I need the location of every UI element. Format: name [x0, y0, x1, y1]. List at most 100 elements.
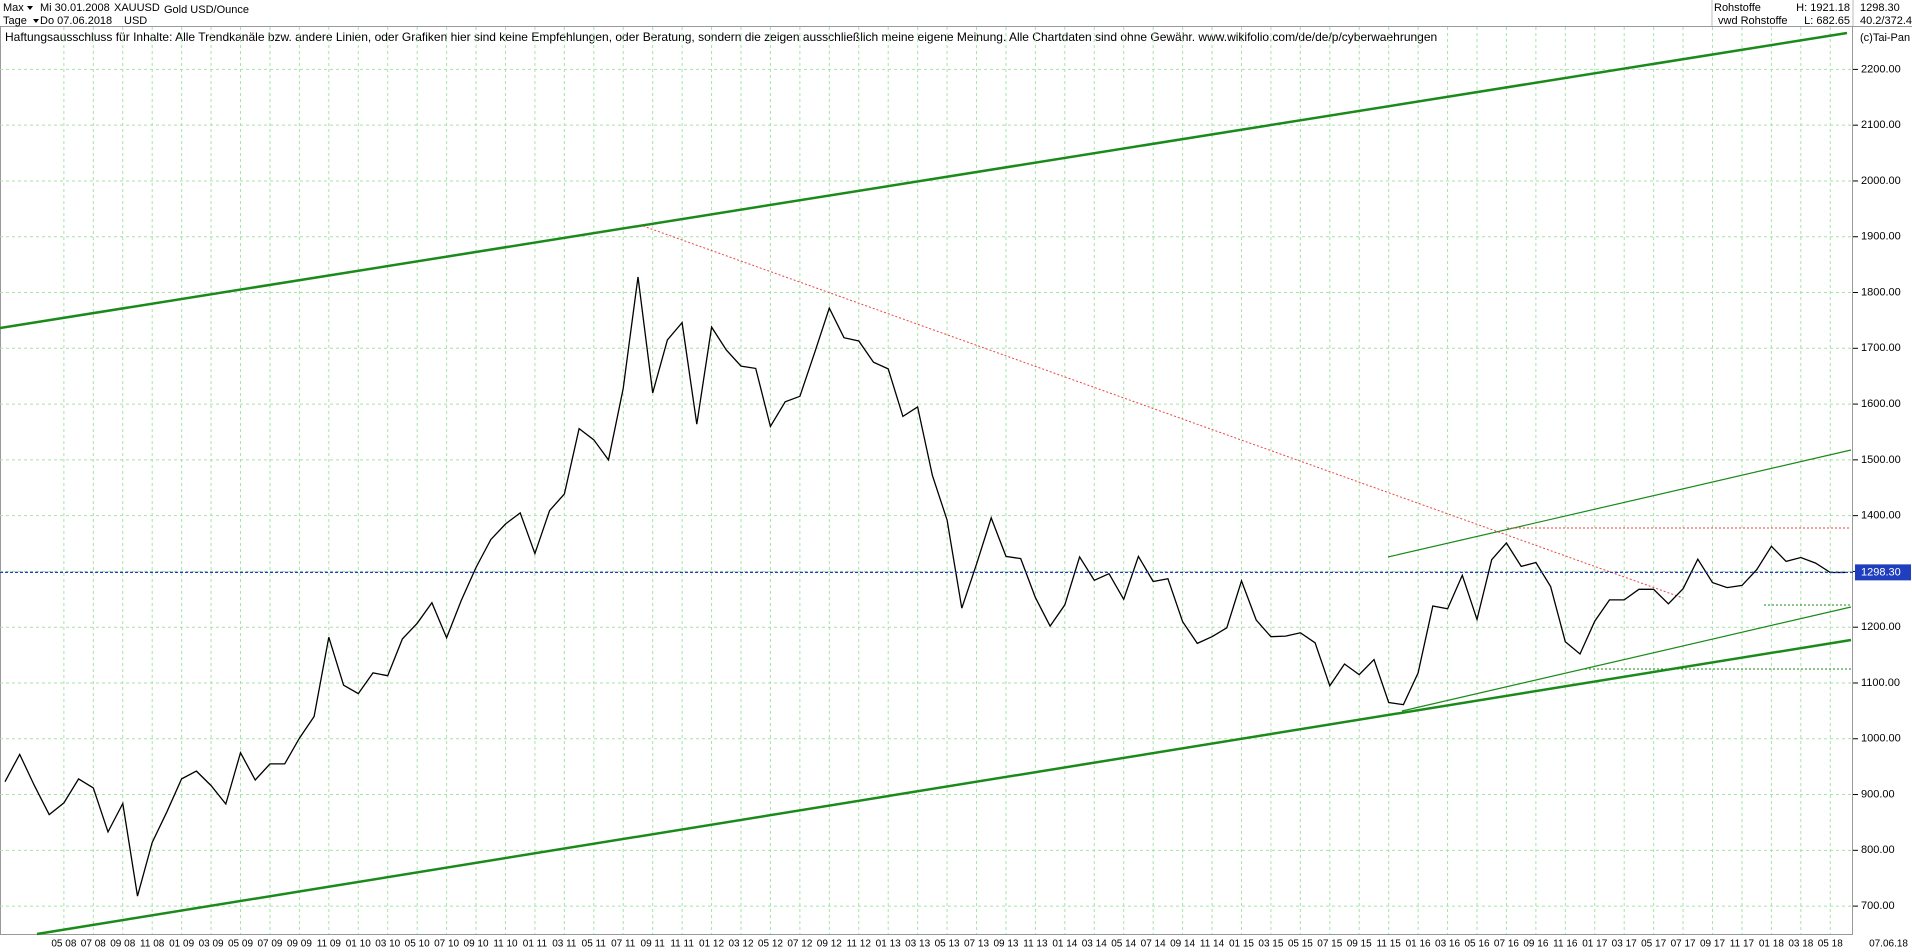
source: vwd Rohstoffe [1718, 15, 1788, 27]
trend-line [36, 638, 1852, 936]
x-tick-label: 03 09 [199, 939, 224, 950]
x-tick-label: 11 16 [1553, 939, 1578, 950]
x-tick-label: 01 16 [1406, 939, 1431, 950]
last-price: 1298.30 [1860, 2, 1900, 14]
current-price-box [1855, 564, 1911, 581]
x-tick-label: 01 14 [1052, 939, 1077, 950]
x-tick-label: 09 10 [464, 939, 489, 950]
x-tick-label: 09 11 [641, 939, 666, 950]
x-tick-label: 09 09 [287, 939, 312, 950]
high: H: 1921.18 [1796, 2, 1850, 14]
x-tick-label: 01 11 [523, 939, 548, 950]
x-tick-label: 05 16 [1464, 939, 1489, 950]
disclaimer: Haftungsausschluss für Inhalte: Alle Tre… [5, 30, 1437, 44]
x-tick-label: 05 15 [1288, 939, 1313, 950]
x-tick-label: 05 12 [758, 939, 783, 950]
group: Rohstoffe [1714, 2, 1761, 14]
x-tick-label: 09 17 [1700, 939, 1725, 950]
y-tick-label: 1200.00 [1861, 621, 1901, 633]
x-tick-label: 03 17 [1612, 939, 1637, 950]
x-tick-label: 03 16 [1435, 939, 1460, 950]
x-tick-label: 11 15 [1377, 939, 1402, 950]
y-tick-label: 1600.00 [1861, 398, 1901, 410]
trend-line [1401, 606, 1852, 712]
ratio: 40.2/372.4 [1860, 15, 1912, 27]
y-tick-label: 1400.00 [1861, 510, 1901, 522]
x-tick-label: 01 12 [699, 939, 724, 950]
y-tick-label: 1000.00 [1861, 733, 1901, 745]
x-tick-label: 05 10 [405, 939, 430, 950]
x-tick-label: 07 08 [81, 939, 106, 950]
x-tick-label: 07 17 [1671, 939, 1696, 950]
x-tick-label: 05 18 [1818, 939, 1843, 950]
x-tick-label: 03 10 [375, 939, 400, 950]
x-tick-label: 07 12 [787, 939, 812, 950]
x-tick-label: 07 14 [1141, 939, 1166, 950]
x-tick-label: 01 13 [876, 939, 901, 950]
y-tick-label: 2100.00 [1861, 119, 1901, 131]
x-tick-label: 07 13 [964, 939, 989, 950]
x-tick-label: 05 11 [582, 939, 607, 950]
x-tick-label: 09 13 [993, 939, 1018, 950]
x-tick-label: 05 08 [51, 939, 76, 950]
x-tick-label: 11 09 [317, 939, 342, 950]
x-tick-label: 11 08 [140, 939, 165, 950]
end-date: Do 07.06.2018 [40, 15, 112, 27]
trend-line [1387, 449, 1852, 558]
x-tick-label: 03 15 [1258, 939, 1283, 950]
symbol: XAUUSD [114, 2, 160, 14]
y-tick-label: 1700.00 [1861, 342, 1901, 354]
y-tick-label: 700.00 [1861, 900, 1895, 912]
range-select[interactable]: Max [3, 2, 24, 14]
x-tick-label: 03 11 [552, 939, 577, 950]
currency: USD [124, 15, 147, 27]
x-tick-label: 09 15 [1347, 939, 1372, 950]
x-tick-label: 09 08 [110, 939, 135, 950]
trendlines [0, 31, 1852, 936]
x-tick-label: 07 11 [611, 939, 636, 950]
x-tick-label: 05 14 [1111, 939, 1136, 950]
trend-line [0, 31, 1848, 330]
x-tick-label: 05 13 [935, 939, 960, 950]
x-tick-label: 01 15 [1229, 939, 1254, 950]
x-tick-label: 07 16 [1494, 939, 1519, 950]
x-tick-label: 03 18 [1788, 939, 1813, 950]
x-tick-label: 09 16 [1523, 939, 1548, 950]
x-end-label: 07.06.18 [1869, 939, 1908, 950]
y-tick-label: 1800.00 [1861, 286, 1901, 298]
x-tick-label: 05 09 [228, 939, 253, 950]
x-tick-label: 03 12 [728, 939, 753, 950]
x-tick-label: 07 10 [434, 939, 459, 950]
x-tick-label: 05 17 [1641, 939, 1666, 950]
x-tick-label: 01 09 [169, 939, 194, 950]
resistance-line [642, 225, 1684, 599]
period-select[interactable]: Tage [3, 15, 27, 27]
y-tick-label: 1900.00 [1861, 231, 1901, 243]
low: L: 682.65 [1804, 15, 1850, 27]
x-tick-label: 09 12 [817, 939, 842, 950]
y-tick-label: 900.00 [1861, 788, 1895, 800]
instrument-name: Gold USD/Ounce [164, 4, 249, 16]
current-price-label: 1298.30 [1861, 566, 1901, 578]
x-tick-label: 11 11 [670, 939, 694, 950]
x-tick-label: 07 09 [257, 939, 282, 950]
y-tick-label: 2000.00 [1861, 175, 1901, 187]
grid [0, 27, 1853, 934]
x-tick-label: 11 10 [493, 939, 518, 950]
x-tick-label: 01 17 [1582, 939, 1607, 950]
x-tick-label: 11 17 [1730, 939, 1755, 950]
y-tick-label: 800.00 [1861, 844, 1895, 856]
x-tick-label: 01 10 [346, 939, 371, 950]
x-tick-label: 09 14 [1170, 939, 1195, 950]
x-tick-label: 11 14 [1200, 939, 1225, 950]
y-tick-label: 1100.00 [1861, 677, 1900, 689]
x-tick-label: 11 12 [847, 939, 872, 950]
start-date: Mi 30.01.2008 [40, 2, 110, 14]
copyright: (c)Tai-Pan [1860, 32, 1910, 44]
x-tick-label: 01 18 [1759, 939, 1784, 950]
y-tick-label: 1500.00 [1861, 454, 1901, 466]
x-tick-label: 11 13 [1023, 939, 1048, 950]
x-tick-label: 07 15 [1317, 939, 1342, 950]
